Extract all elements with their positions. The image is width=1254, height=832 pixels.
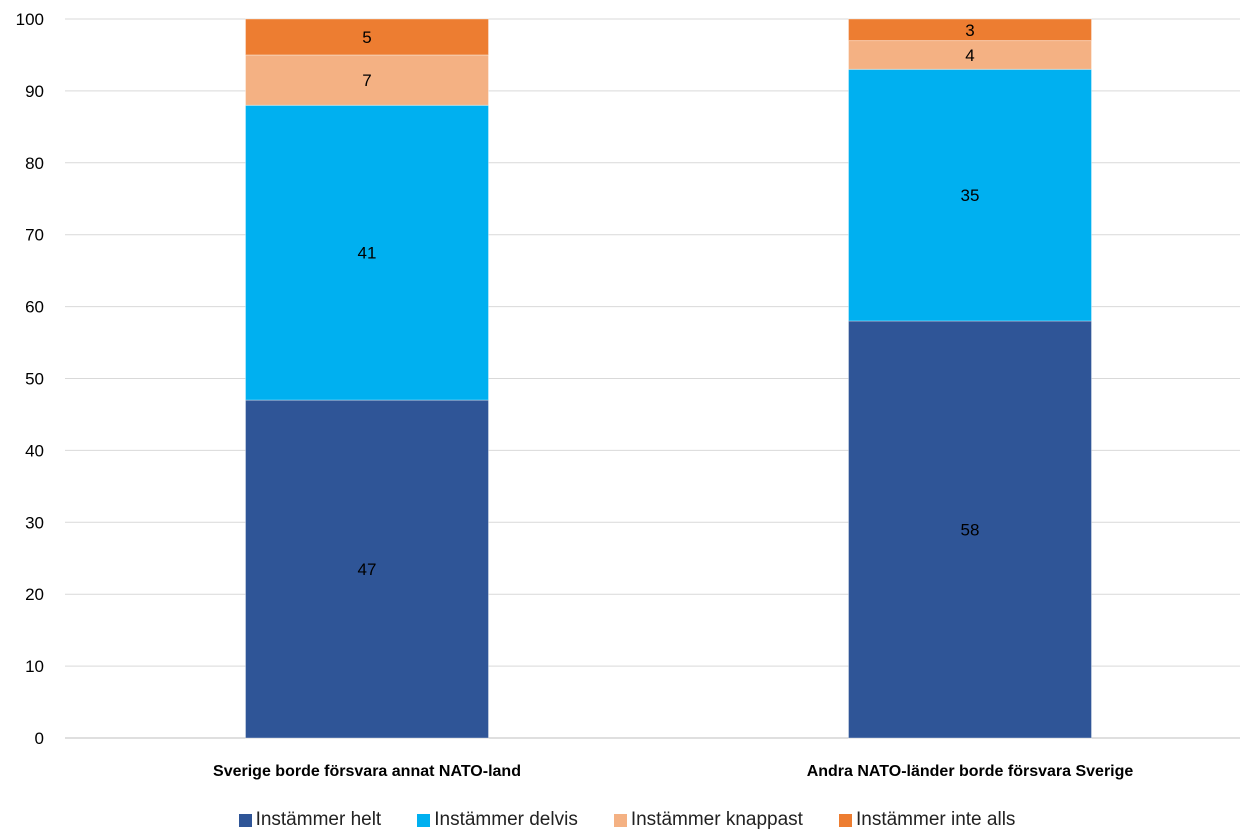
bar-segment: [245, 399, 489, 739]
bar-segment: [848, 68, 1092, 322]
data-label: 5: [362, 28, 371, 47]
legend-swatch: [238, 813, 252, 827]
y-tick-label: 60: [25, 298, 44, 317]
category-label: Andra NATO-länder borde försvara Sverige: [807, 763, 1134, 780]
legend-item: Instämmer helt: [238, 809, 382, 831]
legend-label: Instämmer inte alls: [855, 809, 1016, 830]
y-tick-label: 10: [25, 657, 44, 676]
bar-segment: [245, 104, 489, 401]
legend-item: Instämmer delvis: [417, 809, 578, 831]
legend-label: Instämmer helt: [255, 809, 382, 830]
data-label: 41: [358, 244, 377, 263]
legend-label: Instämmer knappast: [630, 809, 803, 830]
category-label: Sverige borde försvara annat NATO-land: [213, 763, 521, 780]
category-labels: Sverige borde försvara annat NATO-land An…: [213, 763, 1133, 780]
legend-swatch: [417, 813, 431, 827]
data-label: 7: [362, 71, 371, 90]
y-tick-label: 90: [25, 82, 44, 101]
y-tick-label: 80: [25, 154, 44, 173]
y-tick-label: 50: [25, 370, 44, 389]
bar-segment: [245, 54, 489, 106]
y-tick-label: 40: [25, 441, 44, 460]
legend-swatch: [838, 813, 852, 827]
legend-swatch: [613, 813, 627, 827]
data-label: 58: [961, 520, 980, 539]
y-axis-ticks: 0 10 20 30 40 50 60 70 80 90 100: [16, 10, 44, 748]
bars: [245, 18, 1092, 739]
legend-label: Instämmer delvis: [434, 809, 578, 830]
y-tick-label: 30: [25, 513, 44, 532]
legend-item: Instämmer knappast: [613, 809, 803, 831]
data-label: 47: [358, 560, 377, 579]
legend-item: Instämmer inte alls: [838, 809, 1016, 831]
y-tick-label: 20: [25, 585, 44, 604]
data-label: 3: [965, 21, 974, 40]
stacked-bar-chart: 0 10 20 30 40 50 60 70 80 90 100 47 41 7 5 58 35 4 3 Sver…: [16, 10, 1240, 780]
bar-segment: [245, 18, 489, 56]
data-labels: 47 41 7 5 58 35 4 3: [358, 21, 980, 579]
bar-segment: [848, 18, 1092, 42]
data-label: 4: [965, 46, 974, 65]
y-tick-label: 100: [16, 10, 44, 29]
legend: Instämmer helt Instämmer delvis Instämmer …: [0, 808, 1254, 832]
data-label: 35: [961, 186, 980, 205]
bar-segment: [848, 320, 1092, 739]
y-tick-label: 70: [25, 226, 44, 245]
y-tick-label: 0: [35, 729, 44, 748]
